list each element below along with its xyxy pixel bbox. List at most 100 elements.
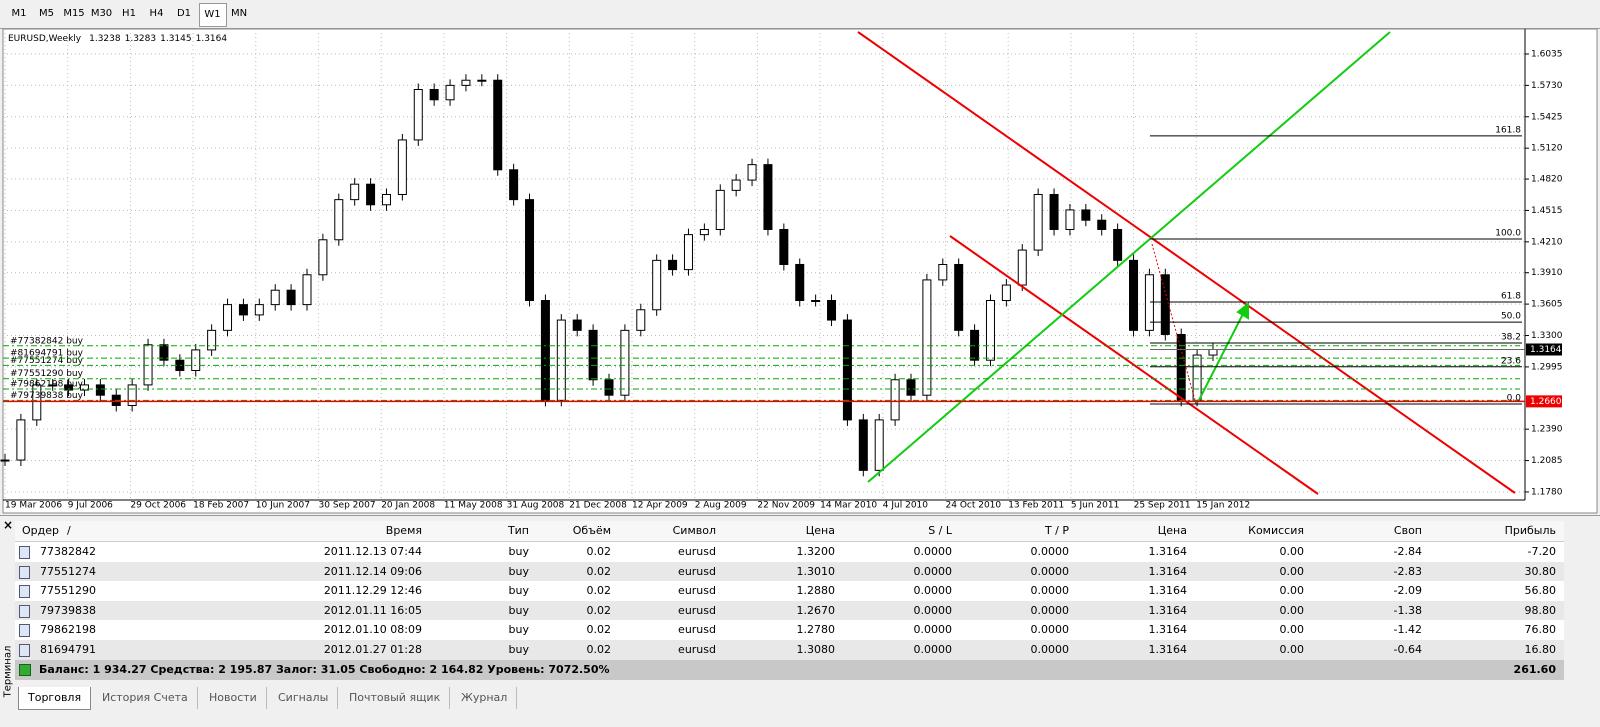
column-header[interactable]: Прибыль — [1504, 524, 1556, 537]
candle-body — [620, 329, 630, 396]
x-tick-label: 10 Jun 2007 — [256, 501, 310, 511]
table-cell: 77382842 — [40, 545, 96, 558]
timeframe-button[interactable]: D1 — [176, 8, 192, 19]
timeframe-button[interactable]: M30 — [90, 8, 113, 19]
tab[interactable]: История Счета — [93, 687, 198, 709]
x-tick-label: 20 Jan 2008 — [381, 501, 435, 511]
column-header[interactable]: Ордер — [22, 524, 59, 537]
timeframe-button[interactable]: W1 — [198, 3, 227, 27]
table-row[interactable]: 79739838 2012.01.11 16:05 buy 0.02 eurusd 1.2… — [15, 600, 1564, 621]
table-cell: 1.3080 — [796, 643, 836, 656]
stop-box — [1526, 395, 1562, 408]
candle-body — [1160, 274, 1170, 335]
table-cell: -2.84 — [1393, 545, 1422, 558]
table-cell: 0.00 — [1279, 603, 1305, 617]
x-tick-label: 12 Apr 2009 — [632, 501, 688, 511]
tab[interactable]: Журнал — [452, 687, 518, 709]
table-cell: eurusd — [678, 564, 716, 578]
table-cell: 0.00 — [1279, 545, 1305, 558]
y-tick-label: 1.6035 — [1531, 49, 1563, 59]
order-icon — [19, 644, 30, 657]
column-header[interactable]: Время — [385, 524, 422, 537]
column-header[interactable]: Символ — [672, 524, 716, 537]
candle-body — [525, 199, 535, 302]
order-label: #81694791 buy — [10, 349, 84, 359]
tab[interactable]: Новости — [200, 687, 267, 709]
table-cell: -2.09 — [1393, 584, 1422, 598]
candle-body — [48, 384, 58, 387]
candle-body — [1049, 193, 1059, 230]
candle-body — [1033, 193, 1043, 251]
table-cell: 1.2670 — [796, 603, 836, 617]
timeframe-button[interactable]: M15 — [63, 8, 85, 19]
timeframe-button[interactable]: H4 — [149, 8, 164, 19]
candle-body — [223, 304, 233, 331]
trend-line — [857, 31, 1516, 494]
x-tick-label: 11 May 2008 — [444, 501, 503, 511]
table-cell: 0.02 — [586, 623, 612, 637]
candle-body — [588, 329, 598, 381]
timeframe-button[interactable]: H1 — [122, 8, 136, 19]
candle-body — [668, 259, 678, 271]
candle-body — [731, 179, 741, 191]
timeframe-button[interactable]: M5 — [39, 8, 54, 19]
column-header[interactable]: / — [67, 524, 71, 537]
candle-body — [79, 384, 89, 391]
candle-body — [1065, 209, 1075, 230]
column-header[interactable]: Цена — [1157, 524, 1187, 537]
table-row[interactable]: 81694791 2012.01.27 01:28 buy 0.02 eurusd 1.3… — [15, 640, 1564, 660]
chart: #77382842 buy#77551274 buy#77551290 buy#… — [0, 28, 1598, 514]
table-row[interactable]: 79862198 2012.01.10 08:09 buy 0.02 eurusd 1.2… — [15, 620, 1564, 641]
table-cell: buy — [508, 643, 529, 656]
table-cell: 0.0000 — [1030, 545, 1070, 558]
tab[interactable]: Торговля — [18, 687, 92, 710]
y-tick-label: 1.5120 — [1531, 144, 1563, 154]
table-cell: 1.2880 — [796, 584, 836, 598]
table-cell: 1.3164 — [1148, 564, 1188, 578]
candle-body — [1208, 348, 1218, 356]
table-cell: 1.3164 — [1148, 623, 1188, 637]
candle-body — [636, 309, 646, 331]
terminal-panel: × Терминал Ордер / Время Тип Объём Символ Цена… — [0, 515, 1600, 727]
table-row[interactable]: 77382842 2011.12.13 07:44 buy 0.02 eurusd 1.3… — [15, 542, 1564, 562]
timeframe-button[interactable]: MN — [230, 8, 248, 19]
timeframe-button[interactable]: M1 — [11, 8, 27, 19]
x-tick-label: 19 Mar 2006 — [5, 501, 62, 511]
column-header[interactable]: Своп — [1393, 524, 1422, 537]
candle-body — [779, 228, 789, 265]
candle-body — [509, 169, 519, 201]
table-cell: -7.20 — [1527, 545, 1556, 558]
candle-body — [715, 189, 725, 230]
column-header[interactable]: Цена — [805, 524, 835, 537]
table-row[interactable]: 77551290 2011.12.29 12:46 buy 0.02 eurusd 1.2… — [15, 581, 1564, 602]
y-tick-label: 1.3300 — [1531, 331, 1563, 341]
x-tick-label: 24 Oct 2010 — [946, 501, 1002, 511]
y-tick-label: 1.3605 — [1531, 300, 1563, 310]
column-header[interactable]: T / P — [1044, 524, 1069, 537]
fib-label: 0.0 — [1507, 393, 1522, 403]
candle-body — [858, 419, 868, 471]
y-tick-label: 1.2995 — [1531, 362, 1563, 372]
tab[interactable]: Сигналы — [269, 687, 339, 709]
column-header[interactable]: Комиссия — [1248, 524, 1304, 537]
table-cell: buy — [508, 545, 529, 558]
candle-body — [16, 419, 26, 461]
column-header[interactable]: Тип — [507, 524, 529, 537]
table-cell: 1.3164 — [1148, 643, 1188, 656]
candle-body — [477, 79, 487, 82]
arrow-line — [1197, 307, 1247, 403]
candle-body — [493, 79, 503, 171]
candle-body — [906, 379, 916, 396]
table-row[interactable]: 77551274 2011.12.14 09:06 buy 0.02 eurusd 1.3… — [15, 561, 1564, 582]
table-cell: 1.3164 — [1148, 603, 1188, 617]
y-tick-label: 1.4820 — [1531, 175, 1563, 185]
x-tick-label: 13 Feb 2011 — [1008, 501, 1064, 511]
order-label: #77551274 buy — [10, 356, 84, 366]
table-cell: 2011.12.29 12:46 — [323, 584, 422, 598]
column-header[interactable]: S / L — [928, 524, 952, 537]
table-cell: 0.02 — [586, 545, 612, 558]
close-button[interactable]: × — [3, 518, 14, 532]
tab[interactable]: Почтовый ящик — [340, 687, 451, 709]
total-profit: 261.60 — [1513, 663, 1556, 676]
column-header[interactable]: Объём — [572, 524, 611, 537]
